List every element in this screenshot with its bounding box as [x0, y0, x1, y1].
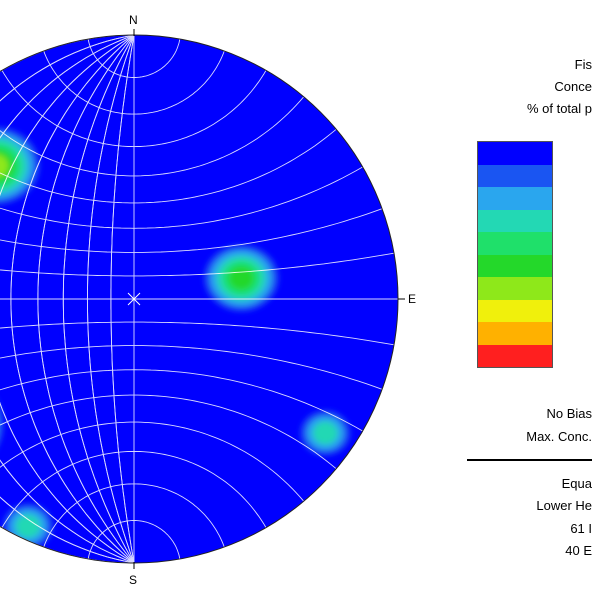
density-peak-2 — [204, 245, 279, 312]
legend-title-line-1: Fis — [574, 57, 592, 72]
north-label: N — [129, 13, 138, 27]
legend-color-bar — [477, 141, 553, 368]
legend-swatch-8 — [478, 299, 552, 322]
count-label-1: 61 I — [570, 521, 592, 536]
legend-swatch-10 — [478, 344, 552, 367]
legend-swatch-2 — [478, 164, 552, 187]
legend-swatch-1 — [478, 142, 552, 165]
legend-swatch-4 — [478, 209, 552, 232]
legend-swatch-7 — [478, 277, 552, 300]
legend-divider — [467, 459, 592, 461]
contour-level-6 — [0, 154, 9, 178]
center-cross — [127, 292, 141, 306]
hemisphere-label: Lower He — [536, 498, 592, 513]
contour-level-5 — [229, 266, 254, 290]
max-conc-label: Max. Conc. — [526, 429, 592, 444]
contour-level-3 — [15, 514, 41, 538]
legend-title-line-3: % of total p — [526, 101, 592, 116]
legend-swatch-6 — [478, 254, 552, 277]
east-label: E — [408, 292, 417, 306]
count-label-2: 40 E — [565, 543, 592, 558]
stereonet-grid — [0, 35, 398, 563]
contour-level-5 — [0, 149, 15, 183]
projection-label: Equa — [561, 476, 592, 491]
legend-title-line-2: Conce — [554, 79, 592, 94]
legend-swatch-3 — [478, 187, 552, 210]
legend-swatch-9 — [478, 322, 552, 345]
contour-level-3 — [313, 421, 338, 445]
bias-label: No Bias — [546, 406, 592, 421]
south-label: S — [129, 573, 138, 587]
legend-swatch-5 — [478, 232, 552, 255]
density-contours — [0, 127, 350, 549]
density-peak-4 — [300, 410, 350, 456]
